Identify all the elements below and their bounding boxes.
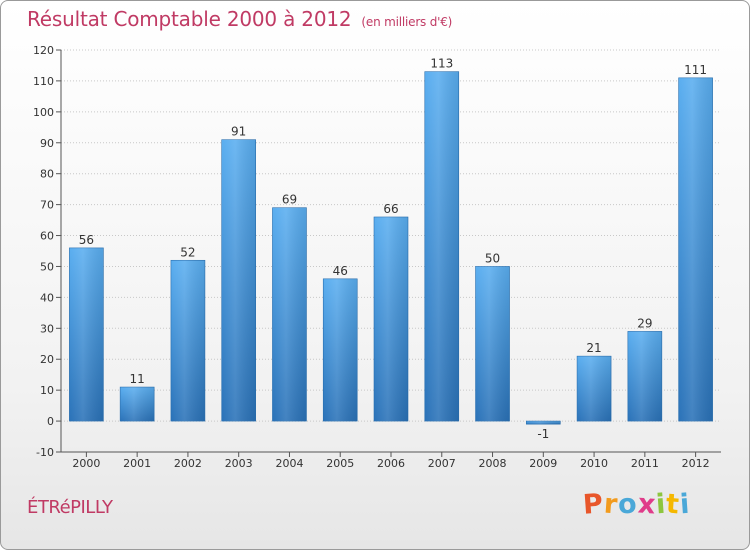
logo-letter: P [581,488,605,521]
y-tick-labels: -10 0 10 20 30 40 50 60 70 80 90 100 110 120 [33,44,54,459]
commune-name: ÉTRéPILLY [27,497,113,518]
data-label-2001: 11 [130,372,145,386]
proxiti-logo: Proxiti [581,488,692,521]
bars [69,71,713,425]
data-label-2003: 91 [231,125,246,139]
y-tick-label: 80 [40,168,54,181]
logo-letter: o [617,488,639,521]
bar-shade [323,278,358,422]
bar-shade [577,356,612,422]
y-tick-label: 30 [40,322,54,335]
y-tick-label: 40 [40,291,54,304]
chart-subtitle: (en milliers d'€) [361,15,453,29]
data-label-2005: 46 [333,264,348,278]
bar-shade [526,421,561,425]
data-label-2012: 111 [684,63,707,77]
y-tick-label: 10 [40,384,54,397]
bar-shade [627,331,662,422]
data-label-2000: 56 [79,233,94,247]
bar-shade [221,139,256,422]
chart-title-text: Résultat Comptable 2000 à 2012 [27,7,352,31]
data-label-2007: 113 [430,57,453,71]
x-tick-label: 2010 [580,457,608,470]
bar-shade [272,207,307,422]
data-label-2002: 52 [180,245,195,259]
logo-letter: i [679,488,692,521]
bar-shade [475,266,510,422]
x-tick-label: 2005 [326,457,354,470]
data-label-2009: -1 [537,427,549,441]
x-tick-label: 2004 [275,457,303,470]
x-tick-label: 2006 [377,457,405,470]
y-tick-label: 50 [40,260,54,273]
bar-shade [424,71,459,422]
x-tick-labels: 2000 2001 2002 2003 2004 2005 2006 2007 2008 2009… [72,452,710,470]
y-tick-label: 100 [33,106,54,119]
x-tick-label: 2008 [479,457,507,470]
logo-letter: x [636,488,658,521]
y-tick-label: 110 [33,75,54,88]
x-tick-label: 2001 [123,457,151,470]
x-tick-label: 2012 [682,457,710,470]
bar-shade [120,387,155,422]
x-tick-label: 2007 [428,457,456,470]
data-label-2008: 50 [485,251,500,265]
y-tick-label: 70 [40,199,54,212]
x-tick-label: 2009 [529,457,557,470]
bar-shade [69,247,104,422]
bar-shade [170,260,205,422]
x-tick-label: 2003 [225,457,253,470]
data-labels: 56 11 52 91 69 46 66 113 50 -1 21 29 111 [79,57,707,442]
bar-shade [678,77,713,422]
data-label-2004: 69 [282,193,297,207]
x-tick-label: 2011 [631,457,659,470]
y-tick-label: 20 [40,353,54,366]
y-tick-label: 0 [47,415,54,428]
data-label-2011: 29 [637,316,652,330]
data-label-2010: 21 [586,341,601,355]
y-tick-label: 60 [40,230,54,243]
y-tick-label: -10 [36,446,54,459]
data-label-2006: 66 [383,202,398,216]
x-tick-label: 2000 [72,457,100,470]
x-tick-label: 2002 [174,457,202,470]
chart-title: Résultat Comptable 2000 à 2012 (en millie… [27,7,452,31]
bar-shade [374,216,408,422]
y-tick-label: 90 [40,137,54,150]
y-tick-label: 120 [33,44,54,57]
